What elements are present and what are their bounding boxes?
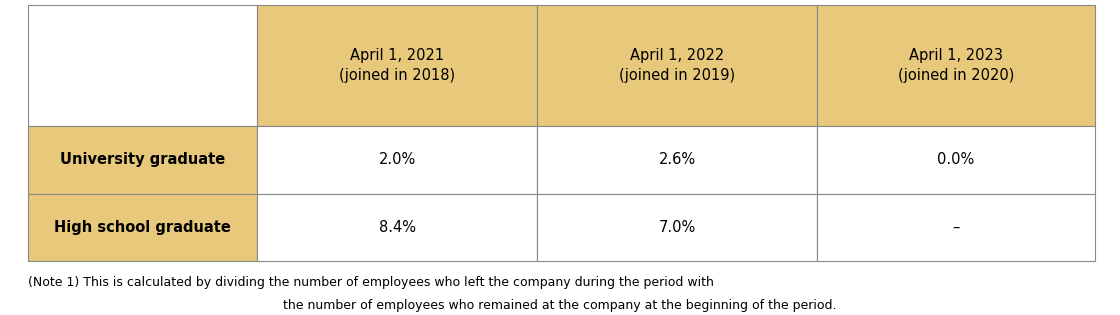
- Bar: [816, 126, 1095, 194]
- Bar: [28, 194, 258, 261]
- Bar: [258, 126, 538, 194]
- Text: High school graduate: High school graduate: [54, 220, 231, 235]
- Text: University graduate: University graduate: [60, 152, 225, 167]
- Bar: [28, 5, 258, 126]
- Text: April 1, 2021
(joined in 2018): April 1, 2021 (joined in 2018): [339, 48, 456, 83]
- Text: the number of employees who remained at the company at the beginning of the peri: the number of employees who remained at …: [283, 299, 837, 312]
- Text: April 1, 2023
(joined in 2020): April 1, 2023 (joined in 2020): [898, 48, 1015, 83]
- Text: 8.4%: 8.4%: [379, 220, 416, 235]
- Bar: [258, 5, 538, 126]
- Text: April 1, 2022
(joined in 2019): April 1, 2022 (joined in 2019): [619, 48, 735, 83]
- Text: –: –: [952, 220, 960, 235]
- Bar: [538, 5, 816, 126]
- Bar: [816, 5, 1095, 126]
- Bar: [538, 126, 816, 194]
- Bar: [258, 194, 538, 261]
- Text: (Note 1) This is calculated by dividing the number of employees who left the com: (Note 1) This is calculated by dividing …: [28, 276, 713, 289]
- Text: 2.6%: 2.6%: [659, 152, 696, 167]
- Text: 7.0%: 7.0%: [659, 220, 696, 235]
- Bar: [538, 194, 816, 261]
- Text: 0.0%: 0.0%: [937, 152, 974, 167]
- Text: 2.0%: 2.0%: [379, 152, 416, 167]
- Bar: [816, 194, 1095, 261]
- Bar: [28, 126, 258, 194]
